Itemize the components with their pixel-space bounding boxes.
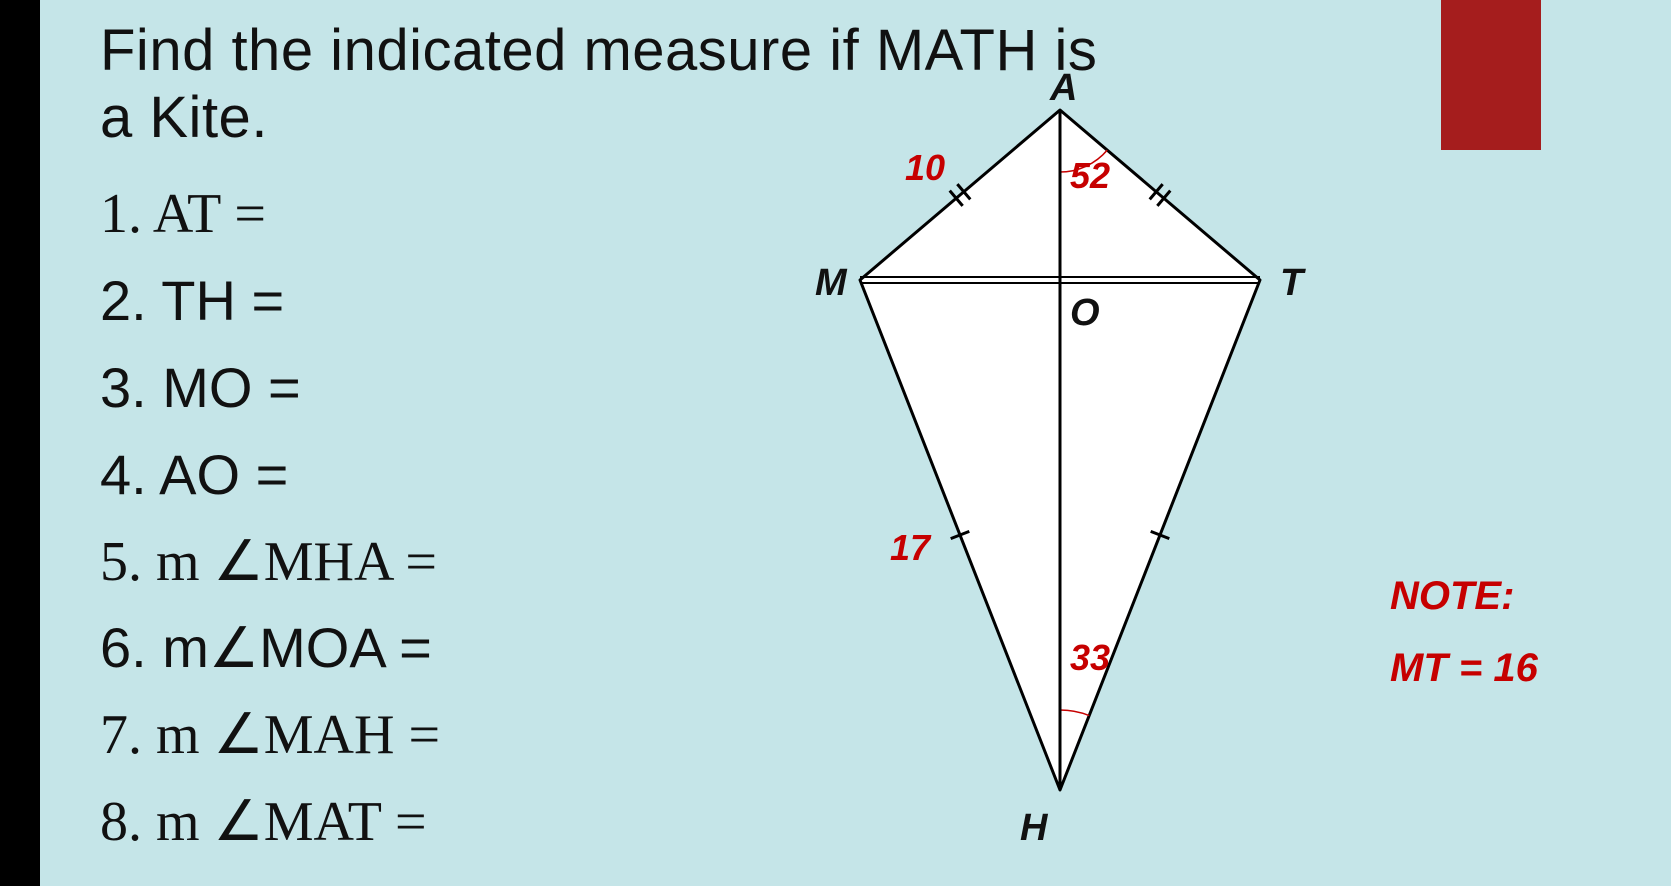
q-label: m ∠MHA = xyxy=(156,531,437,593)
left-black-bar xyxy=(0,0,40,886)
q-label: m∠MOA = xyxy=(162,616,432,679)
svg-text:52: 52 xyxy=(1070,155,1110,196)
q-num: 7. xyxy=(100,704,142,766)
svg-text:H: H xyxy=(1020,807,1049,849)
note-box: NOTE: MT = 16 xyxy=(1390,560,1538,704)
q-label: AT = xyxy=(153,183,266,245)
q-label: m ∠MAT = xyxy=(156,791,427,853)
q-num: 6. xyxy=(100,616,147,679)
q-num: 3. xyxy=(100,356,147,419)
q-num: 5. xyxy=(100,531,142,593)
q-label: MO = xyxy=(162,356,300,419)
note-value: MT = 16 xyxy=(1390,632,1538,704)
svg-text:10: 10 xyxy=(905,147,945,188)
q-num: 2. xyxy=(100,269,147,332)
q-num: 4. xyxy=(100,443,147,506)
slide: Find the indicated measure if MATH is a … xyxy=(0,0,1671,886)
q-label: m ∠MAH = xyxy=(156,704,440,766)
note-title: NOTE: xyxy=(1390,560,1538,632)
heading-line-2: a Kite. xyxy=(100,85,268,150)
kite-diagram: A M T H O 10 52 17 33 xyxy=(760,70,1640,870)
svg-text:O: O xyxy=(1070,292,1100,334)
svg-text:17: 17 xyxy=(890,527,932,568)
q-label: TH = xyxy=(161,269,284,332)
svg-text:A: A xyxy=(1049,70,1077,109)
q-num: 1. xyxy=(100,183,142,245)
kite-svg: A M T H O 10 52 17 33 xyxy=(760,70,1360,870)
svg-text:M: M xyxy=(815,262,848,304)
svg-text:33: 33 xyxy=(1070,637,1110,678)
q-label: AO = xyxy=(159,443,288,506)
svg-text:T: T xyxy=(1280,262,1306,304)
q-num: 8. xyxy=(100,791,142,853)
